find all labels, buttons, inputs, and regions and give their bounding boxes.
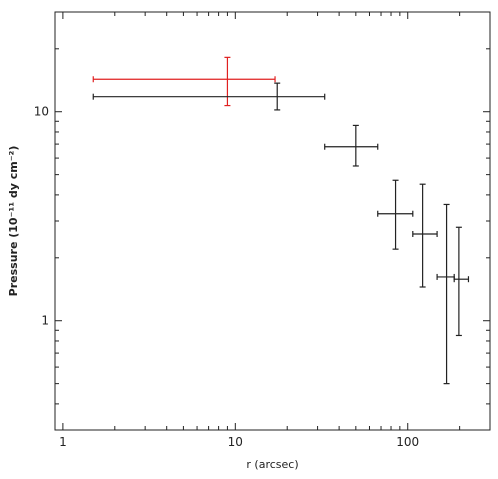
data-point-s0-p0 [92,56,276,107]
data-point-s1-p1 [324,124,379,167]
y-axis-label: Pressure (10⁻¹¹ dy cm⁻²) [7,146,20,297]
data-point-s1-p2 [377,179,414,250]
data-point-s1-p5 [453,226,470,337]
y-tick-label: 1 [41,314,49,328]
y-tick-label: 10 [34,105,49,119]
data-point-s1-p4 [436,203,455,385]
x-tick-label: 10 [228,435,243,449]
x-axis-label: r (arcsec) [246,458,298,471]
data-points [92,56,470,385]
x-tick-label: 100 [396,435,419,449]
y-axis: 1 10 [34,11,490,431]
data-point-s1-p3 [412,183,438,288]
x-tick-label: 1 [59,435,67,449]
data-point-s1-p0 [92,82,326,111]
plot-frame [54,11,491,431]
x-axis: 1 10 100 [54,12,491,449]
